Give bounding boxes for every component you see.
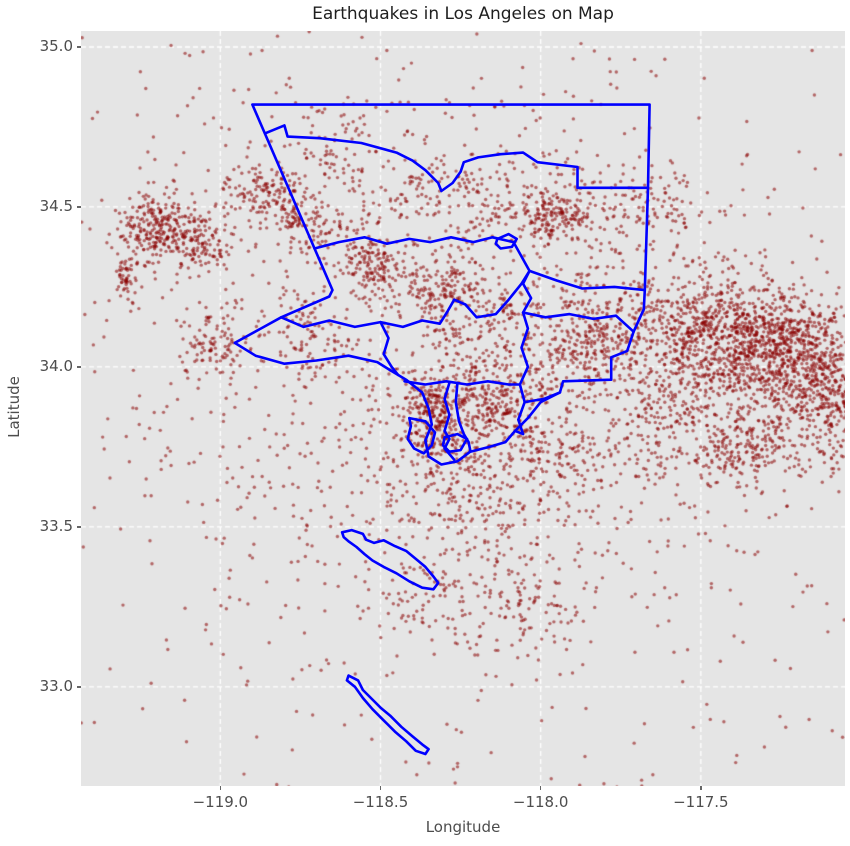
x-tick-label: −119.0 xyxy=(192,793,249,811)
district-boundary xyxy=(263,124,650,193)
district-boundary xyxy=(454,381,472,452)
district-boundary xyxy=(523,391,562,404)
y-tick-label: 34.5 xyxy=(39,196,73,215)
district-boundary xyxy=(441,432,469,454)
x-tick-mark xyxy=(700,786,702,790)
chart-title: Earthquakes in Los Angeles on Map xyxy=(312,4,614,24)
y-tick-label: 33.5 xyxy=(39,516,73,535)
x-tick-mark xyxy=(380,786,382,790)
y-tick-mark xyxy=(77,46,81,48)
island-boundary xyxy=(345,674,430,756)
x-tick-label: −118.5 xyxy=(352,793,409,811)
y-tick-mark xyxy=(77,206,81,208)
y-tick-mark xyxy=(77,686,81,688)
y-tick-label: 33.0 xyxy=(39,676,73,695)
island-boundary xyxy=(340,528,440,591)
y-axis-label: Latitude xyxy=(5,376,23,438)
district-boundary xyxy=(403,379,522,386)
earthquake-scatter-canvas xyxy=(81,31,845,786)
y-tick-label: 34.0 xyxy=(39,356,73,375)
district-boundary xyxy=(513,269,533,436)
district-boundary xyxy=(521,311,635,334)
district-boundary xyxy=(313,236,647,292)
x-tick-label: −117.5 xyxy=(673,793,729,811)
x-axis-label: Longitude xyxy=(425,818,501,836)
x-tick-label: −118.0 xyxy=(512,793,569,811)
district-boundary xyxy=(379,320,400,377)
district-boundary xyxy=(406,416,437,455)
district-boundary xyxy=(279,269,531,329)
x-tick-mark xyxy=(540,786,542,790)
x-tick-mark xyxy=(219,786,222,790)
boundary-overlay-svg xyxy=(233,103,651,756)
district-boundary xyxy=(494,232,519,250)
y-tick-label: 35.0 xyxy=(39,36,73,55)
y-tick-mark xyxy=(77,366,81,368)
y-tick-mark xyxy=(77,526,81,528)
plot-area xyxy=(81,31,845,786)
la-county-boundary xyxy=(233,103,651,466)
